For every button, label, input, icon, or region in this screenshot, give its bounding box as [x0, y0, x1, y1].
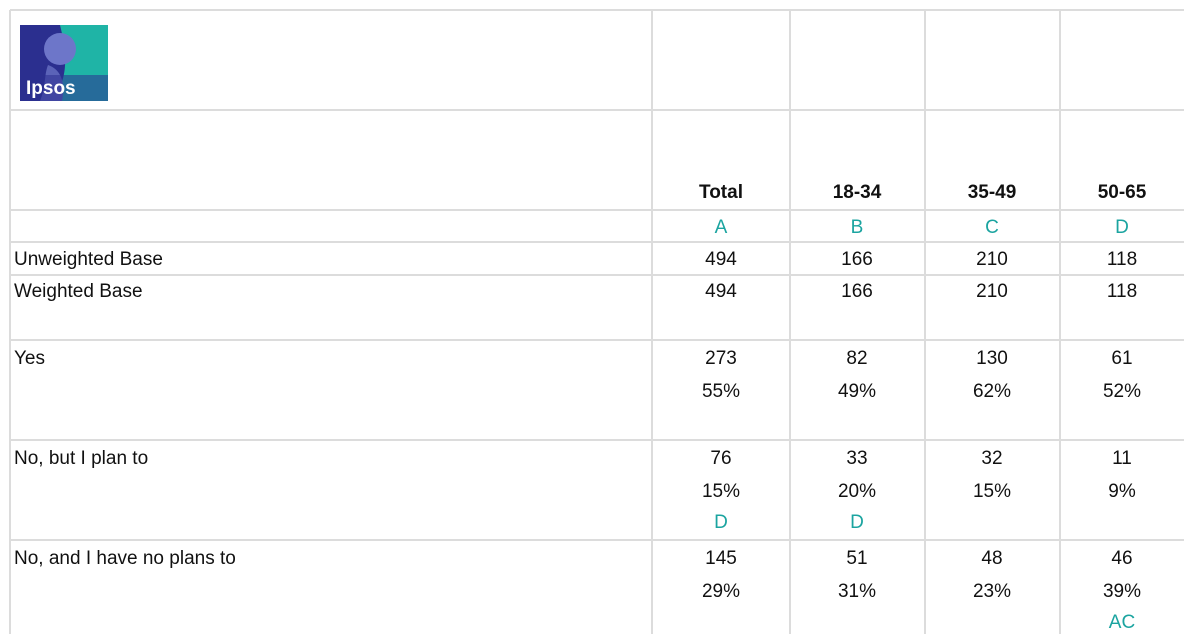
cell-value: 33	[846, 448, 868, 469]
column-header: Total	[699, 182, 743, 203]
column-letter: C	[985, 217, 999, 238]
cell-percent: 52%	[1102, 381, 1142, 402]
cell-value: 166	[841, 249, 873, 270]
cell-percent: 15%	[972, 481, 1012, 502]
cell-percent: 9%	[1108, 481, 1136, 502]
cell-value: 76	[710, 448, 732, 469]
col-line	[1059, 10, 1061, 634]
row-line	[10, 339, 1184, 341]
cell-value: 130	[976, 348, 1008, 369]
cell-percent: 55%	[701, 381, 741, 402]
row-line	[10, 439, 1184, 441]
row-line	[10, 241, 1184, 243]
row-label: No, and I have no plans to	[14, 548, 236, 569]
row-label: No, but I plan to	[14, 448, 149, 469]
logo-text: Ipsos	[26, 78, 76, 99]
cell-percent: 29%	[701, 581, 741, 602]
cell-significance: AC	[1108, 612, 1136, 633]
row-line	[10, 539, 1184, 541]
cell-value: 32	[981, 448, 1003, 469]
cell-percent: 15%	[701, 481, 741, 502]
cell-value: 273	[705, 348, 737, 369]
cell-percent: 31%	[837, 581, 877, 602]
cell-percent: 49%	[837, 381, 877, 402]
cell-value: 11	[1112, 448, 1132, 469]
row-label: Unweighted Base	[14, 249, 163, 270]
cell-value: 118	[1106, 249, 1138, 270]
cell-value: 494	[705, 249, 737, 270]
cell-significance: D	[714, 512, 728, 533]
logo: Ipsos	[20, 25, 108, 101]
row-line	[10, 9, 1184, 11]
row-line	[10, 274, 1184, 276]
row-line	[10, 109, 1184, 111]
cell-value: 82	[846, 348, 868, 369]
cell-significance: D	[850, 512, 864, 533]
column-letter: B	[850, 217, 864, 238]
cell-percent: 62%	[972, 381, 1012, 402]
cell-value: 61	[1111, 348, 1133, 369]
cell-value: 145	[705, 548, 737, 569]
cell-value: 210	[976, 281, 1008, 302]
cell-value: 46	[1111, 548, 1133, 569]
cell-percent: 20%	[837, 481, 877, 502]
column-header: 18-34	[832, 182, 882, 203]
column-header: 35-49	[967, 182, 1017, 203]
cell-value: 48	[981, 548, 1003, 569]
cell-value: 494	[705, 281, 737, 302]
col-line	[789, 10, 791, 634]
row-label: Weighted Base	[14, 281, 143, 302]
col-line	[924, 10, 926, 634]
cell-percent: 39%	[1102, 581, 1142, 602]
cell-value: 166	[841, 281, 873, 302]
col-line	[651, 10, 653, 634]
cell-value: 51	[846, 548, 868, 569]
column-letter: A	[714, 217, 728, 238]
cell-value: 210	[976, 249, 1008, 270]
column-header: 50-65	[1097, 182, 1147, 203]
row-line	[10, 209, 1184, 211]
cell-value: 118	[1106, 281, 1138, 302]
col-line	[9, 10, 11, 634]
row-label: Yes	[14, 348, 45, 369]
cell-percent: 23%	[972, 581, 1012, 602]
column-letter: D	[1115, 217, 1129, 238]
